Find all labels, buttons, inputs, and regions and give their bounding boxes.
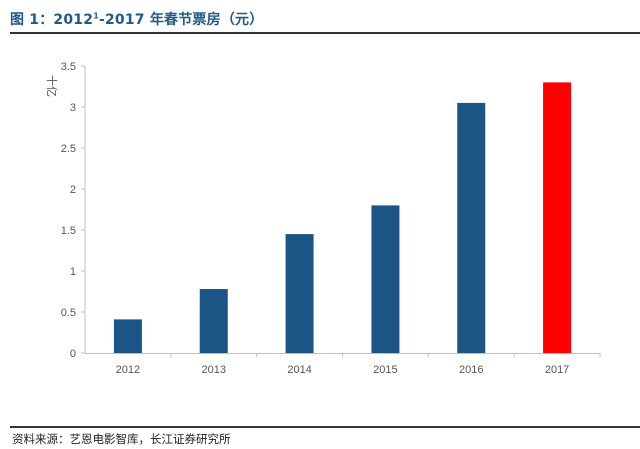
y-tick-label: 1 xyxy=(70,266,76,278)
x-tick-label: 2013 xyxy=(202,364,226,376)
title-footnote-mark: 1 xyxy=(93,11,99,21)
bar-2017 xyxy=(543,82,572,354)
source-rule xyxy=(10,426,640,428)
y-tick-labels: 0 0.5 1 1.5 2 2.5 3 3.5 xyxy=(61,61,76,360)
bar-2014 xyxy=(285,234,314,353)
x-tick-label: 2015 xyxy=(373,364,397,376)
y-tick-label: 2 xyxy=(70,184,76,196)
bar-2013 xyxy=(199,289,228,353)
bar-2016 xyxy=(457,102,486,354)
x-tick-label: 2017 xyxy=(545,364,569,376)
y-tick-label: 0.5 xyxy=(61,307,76,319)
x-tick-label: 2014 xyxy=(287,364,311,376)
bar-2015 xyxy=(371,205,400,353)
bar-2012 xyxy=(113,319,142,353)
y-axis-label: 十亿 xyxy=(45,75,59,97)
chart-bars xyxy=(113,82,572,354)
title-rule xyxy=(10,32,640,34)
y-tick-label: 0 xyxy=(70,348,76,360)
y-tick-label: 3.5 xyxy=(61,61,76,73)
chart-title: 图 1：20121-2017 年春节票房（元） xyxy=(10,11,264,28)
x-tick-labels: 2012 2013 2014 2015 2016 2017 xyxy=(116,364,570,376)
x-tick-label: 2016 xyxy=(459,364,483,376)
y-tick-label: 2.5 xyxy=(61,143,76,155)
source-note: 资料来源：艺恩电影智库，长江证券研究所 xyxy=(12,432,231,446)
y-tick-label: 3 xyxy=(70,102,76,114)
x-tick-label: 2012 xyxy=(116,364,140,376)
chart-axes xyxy=(81,65,601,357)
y-tick-label: 1.5 xyxy=(61,225,76,237)
